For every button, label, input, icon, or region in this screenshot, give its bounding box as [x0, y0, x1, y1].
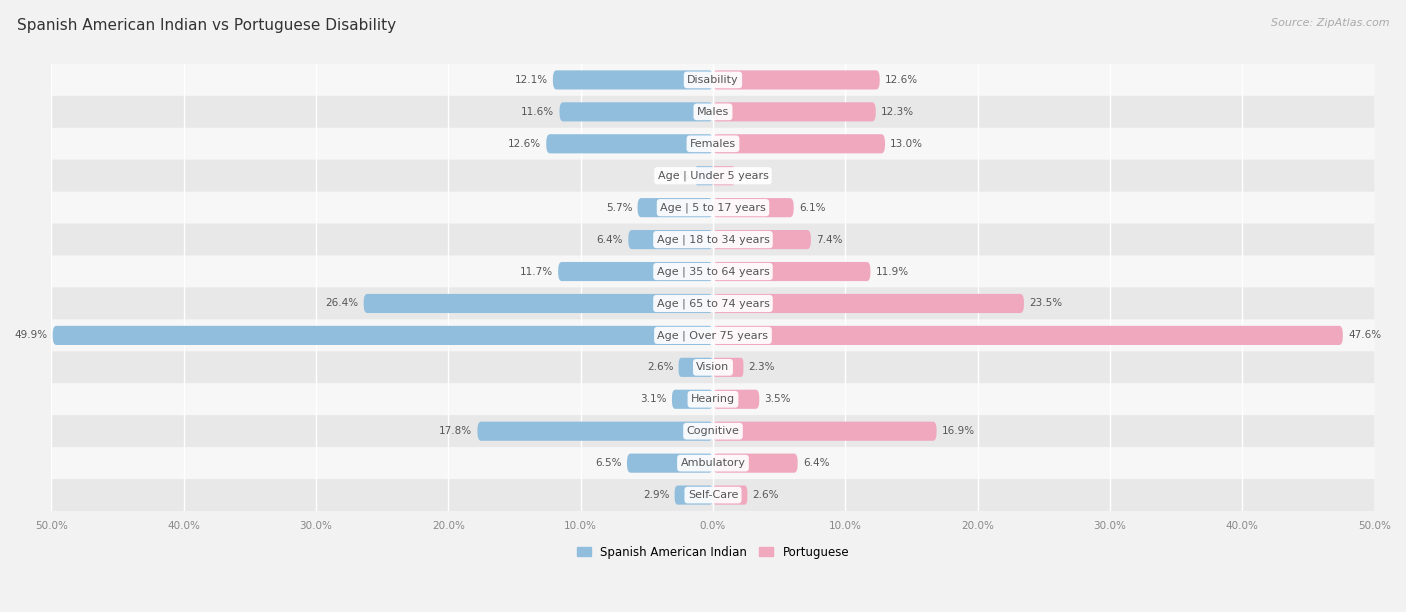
Text: 13.0%: 13.0% — [890, 139, 924, 149]
FancyBboxPatch shape — [553, 70, 713, 89]
Text: 6.4%: 6.4% — [596, 234, 623, 245]
Text: 6.1%: 6.1% — [799, 203, 825, 212]
Text: 5.7%: 5.7% — [606, 203, 633, 212]
Text: Ambulatory: Ambulatory — [681, 458, 745, 468]
FancyBboxPatch shape — [713, 453, 797, 472]
Text: 7.4%: 7.4% — [817, 234, 842, 245]
FancyBboxPatch shape — [52, 192, 1375, 223]
FancyBboxPatch shape — [672, 390, 713, 409]
FancyBboxPatch shape — [558, 262, 713, 281]
FancyBboxPatch shape — [52, 223, 1375, 256]
FancyBboxPatch shape — [628, 230, 713, 249]
FancyBboxPatch shape — [713, 134, 884, 154]
FancyBboxPatch shape — [713, 485, 748, 505]
FancyBboxPatch shape — [713, 230, 811, 249]
Text: Females: Females — [690, 139, 735, 149]
Text: Spanish American Indian vs Portuguese Disability: Spanish American Indian vs Portuguese Di… — [17, 18, 396, 34]
Text: 3.5%: 3.5% — [765, 394, 792, 405]
FancyBboxPatch shape — [52, 326, 713, 345]
Text: 1.3%: 1.3% — [664, 171, 690, 181]
FancyBboxPatch shape — [713, 102, 876, 121]
FancyBboxPatch shape — [637, 198, 713, 217]
FancyBboxPatch shape — [713, 358, 744, 377]
Text: 49.9%: 49.9% — [14, 330, 48, 340]
FancyBboxPatch shape — [627, 453, 713, 472]
Text: 2.9%: 2.9% — [643, 490, 669, 500]
Text: 12.6%: 12.6% — [508, 139, 541, 149]
FancyBboxPatch shape — [713, 198, 794, 217]
Text: 17.8%: 17.8% — [439, 426, 472, 436]
Text: 2.6%: 2.6% — [752, 490, 779, 500]
Text: 12.3%: 12.3% — [882, 107, 914, 117]
Text: 3.1%: 3.1% — [640, 394, 666, 405]
FancyBboxPatch shape — [713, 422, 936, 441]
FancyBboxPatch shape — [713, 294, 1024, 313]
Text: 6.4%: 6.4% — [803, 458, 830, 468]
FancyBboxPatch shape — [713, 166, 734, 185]
Text: Vision: Vision — [696, 362, 730, 372]
Text: 16.9%: 16.9% — [942, 426, 974, 436]
Text: Age | Over 75 years: Age | Over 75 years — [658, 330, 769, 341]
Text: 2.3%: 2.3% — [749, 362, 775, 372]
Text: Age | Under 5 years: Age | Under 5 years — [658, 171, 769, 181]
FancyBboxPatch shape — [713, 262, 870, 281]
Text: 12.1%: 12.1% — [515, 75, 547, 85]
Text: 2.6%: 2.6% — [647, 362, 673, 372]
FancyBboxPatch shape — [52, 288, 1375, 319]
Text: Disability: Disability — [688, 75, 738, 85]
FancyBboxPatch shape — [52, 64, 1375, 96]
FancyBboxPatch shape — [696, 166, 713, 185]
Text: Age | 5 to 17 years: Age | 5 to 17 years — [659, 203, 766, 213]
Text: Age | 65 to 74 years: Age | 65 to 74 years — [657, 298, 769, 308]
Text: 26.4%: 26.4% — [325, 299, 359, 308]
Text: Age | 35 to 64 years: Age | 35 to 64 years — [657, 266, 769, 277]
FancyBboxPatch shape — [675, 485, 713, 505]
FancyBboxPatch shape — [52, 160, 1375, 192]
Text: Hearing: Hearing — [690, 394, 735, 405]
FancyBboxPatch shape — [547, 134, 713, 154]
Text: Cognitive: Cognitive — [686, 426, 740, 436]
FancyBboxPatch shape — [52, 383, 1375, 415]
FancyBboxPatch shape — [560, 102, 713, 121]
FancyBboxPatch shape — [713, 326, 1343, 345]
Legend: Spanish American Indian, Portuguese: Spanish American Indian, Portuguese — [572, 541, 853, 563]
Text: 11.7%: 11.7% — [520, 267, 553, 277]
Text: Males: Males — [697, 107, 730, 117]
FancyBboxPatch shape — [679, 358, 713, 377]
Text: 47.6%: 47.6% — [1348, 330, 1381, 340]
Text: Source: ZipAtlas.com: Source: ZipAtlas.com — [1271, 18, 1389, 28]
FancyBboxPatch shape — [52, 256, 1375, 288]
FancyBboxPatch shape — [52, 415, 1375, 447]
Text: 1.6%: 1.6% — [740, 171, 766, 181]
FancyBboxPatch shape — [52, 319, 1375, 351]
FancyBboxPatch shape — [52, 96, 1375, 128]
FancyBboxPatch shape — [52, 479, 1375, 511]
Text: 11.9%: 11.9% — [876, 267, 908, 277]
FancyBboxPatch shape — [52, 351, 1375, 383]
Text: 11.6%: 11.6% — [522, 107, 554, 117]
FancyBboxPatch shape — [713, 390, 759, 409]
FancyBboxPatch shape — [364, 294, 713, 313]
FancyBboxPatch shape — [478, 422, 713, 441]
Text: Self-Care: Self-Care — [688, 490, 738, 500]
Text: 23.5%: 23.5% — [1029, 299, 1063, 308]
Text: 12.6%: 12.6% — [884, 75, 918, 85]
FancyBboxPatch shape — [52, 128, 1375, 160]
FancyBboxPatch shape — [52, 447, 1375, 479]
Text: Age | 18 to 34 years: Age | 18 to 34 years — [657, 234, 769, 245]
FancyBboxPatch shape — [713, 70, 880, 89]
Text: 6.5%: 6.5% — [595, 458, 621, 468]
